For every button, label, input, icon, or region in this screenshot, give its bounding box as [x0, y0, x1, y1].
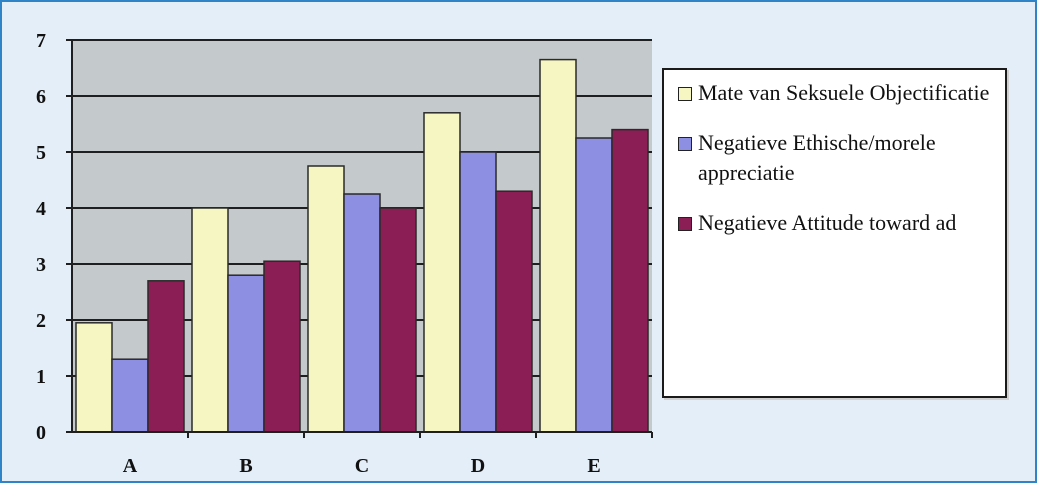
- legend-swatch-series-1: [678, 87, 692, 101]
- legend-label-series-2: Negatieve Ethische/morele appreciatie: [698, 130, 936, 185]
- legend-swatch-series-2: [678, 137, 692, 151]
- y-tick-label-7: 7: [36, 30, 46, 52]
- bar-E-series-3: [611, 128, 649, 433]
- bar-A-series-1: [75, 322, 113, 433]
- y-tick-label-2: 2: [36, 310, 46, 332]
- bar-B-series-1: [191, 207, 229, 433]
- y-tick-label-5: 5: [36, 142, 46, 164]
- bar-D-series-3: [495, 190, 533, 433]
- y-tick-label-1: 1: [36, 366, 46, 388]
- bar-E-series-2: [575, 137, 613, 433]
- bar-D-series-1: [423, 112, 461, 433]
- legend-item-series-2: Negatieve Ethische/morele appreciatie: [678, 128, 999, 188]
- bar-D-series-2: [459, 151, 497, 433]
- y-tick-label-0: 0: [36, 422, 46, 444]
- x-tick-label-A: A: [123, 455, 138, 477]
- bar-A-series-2: [111, 358, 149, 433]
- legend-item-series-3: Negatieve Attitude toward ad: [678, 208, 999, 238]
- legend-label-series-3: Negatieve Attitude toward ad: [698, 210, 957, 235]
- bar-B-series-3: [263, 260, 301, 433]
- x-tick-label-B: B: [239, 455, 252, 477]
- bar-E-series-1: [539, 58, 577, 433]
- bar-A-series-3: [147, 280, 185, 433]
- y-tick-label-4: 4: [36, 198, 46, 220]
- legend-item-series-1: Mate van Seksuele Objectificatie: [678, 78, 999, 108]
- y-tick-label-6: 6: [36, 86, 46, 108]
- legend-label-series-1: Mate van Seksuele Objectificatie: [698, 80, 990, 105]
- y-tick-label-3: 3: [36, 254, 46, 276]
- x-tick-label-D: D: [471, 455, 485, 477]
- bar-C-series-3: [379, 207, 417, 433]
- legend-swatch-series-3: [678, 217, 692, 231]
- legend: Mate van Seksuele Objectificatie Negatie…: [662, 68, 1007, 398]
- bar-B-series-2: [227, 274, 265, 433]
- bar-C-series-2: [343, 193, 381, 433]
- x-tick-label-E: E: [587, 455, 600, 477]
- bar-C-series-1: [307, 165, 345, 433]
- x-tick-label-C: C: [355, 455, 369, 477]
